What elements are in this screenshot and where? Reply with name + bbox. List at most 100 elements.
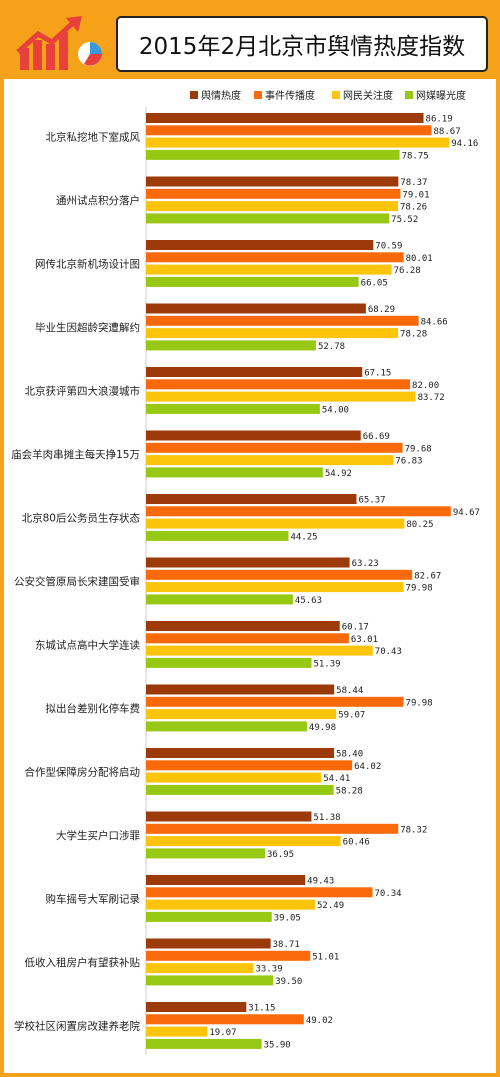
data-label: 79.98 — [406, 584, 433, 594]
category-group: 大学生买户口涉罪 51.38 78.32 60.46 36.95 — [56, 811, 427, 860]
bar — [146, 315, 419, 326]
data-label: 54.92 — [325, 469, 352, 479]
chart-title: 2015年2月北京市舆情热度指数 — [138, 34, 466, 60]
data-label: 78.37 — [400, 178, 427, 188]
bar — [146, 403, 320, 414]
data-label: 79.98 — [406, 698, 433, 708]
legend-label: 事件传播度 — [265, 89, 315, 102]
data-label: 78.28 — [400, 330, 427, 340]
bar — [146, 125, 432, 136]
bar — [146, 899, 316, 910]
title-box: 2015年2月北京市舆情热度指数 — [116, 16, 488, 72]
data-label: 51.39 — [313, 659, 340, 669]
bar — [146, 379, 411, 390]
data-label: 75.52 — [391, 215, 418, 225]
category-label: 公安交管原局长宋建国受审 — [14, 575, 140, 588]
data-label: 70.59 — [375, 242, 402, 252]
chart-groups: 北京私挖地下室成风 86.19 88.67 94.16 78.75 通州试点积分落户 78.… — [11, 113, 480, 1050]
bar — [146, 149, 400, 160]
bar — [146, 506, 451, 517]
data-label: 58.44 — [336, 686, 363, 696]
category-group: 购车摇号大军刷记录 49.43 70.34 52.49 39.05 — [46, 875, 402, 923]
bar — [146, 696, 404, 707]
data-label: 58.28 — [336, 786, 363, 796]
data-label: 52.49 — [317, 901, 344, 911]
data-label: 49.43 — [307, 877, 334, 887]
data-label: 82.67 — [414, 571, 441, 581]
bar — [146, 137, 450, 148]
data-label: 45.63 — [295, 596, 322, 606]
category-group: 北京80后公务员生存状态 65.37 94.67 80.25 44.25 — [22, 494, 480, 542]
legend-swatch — [254, 91, 262, 99]
data-label: 54.00 — [322, 405, 349, 415]
data-label: 78.32 — [400, 825, 427, 835]
data-label: 64.02 — [354, 762, 381, 772]
bar — [146, 442, 403, 453]
data-label: 33.39 — [256, 965, 283, 975]
bar — [146, 569, 413, 580]
data-label: 79.01 — [402, 190, 429, 200]
category-group: 合作型保障房分配将启动 58.40 64.02 54.41 58.28 — [25, 748, 381, 796]
bar — [146, 748, 335, 758]
category-group: 庙会羊肉串摊主每天挣15万 66.69 79.68 76.83 54.92 — [11, 430, 432, 479]
header-banner: 2015年2月北京市舆情热度指数 — [4, 4, 496, 79]
data-label: 76.28 — [394, 266, 421, 276]
category-label: 网传北京新机场设计图 — [35, 257, 140, 270]
category-label: 毕业生因超龄突遭解约 — [35, 321, 140, 334]
bar — [146, 367, 363, 377]
legend-label: 网媒曝光度 — [416, 89, 466, 102]
category-label: 北京获评第四大浪漫城市 — [25, 384, 141, 397]
category-group: 低收入租房户有望获补贴 38.71 51.01 33.39 39.50 — [25, 938, 339, 987]
data-label: 70.34 — [374, 889, 401, 899]
category-group: 学校社区闲置房改建养老院 31.15 49.02 19.07 35.90 — [14, 1002, 333, 1050]
category-label: 北京私挖地下室成风 — [46, 130, 141, 143]
data-label: 51.01 — [312, 952, 339, 962]
category-group: 公安交管原局长宋建国受审 63.23 82.67 79.98 45.63 — [14, 557, 441, 606]
bar — [146, 975, 274, 986]
data-label: 63.23 — [352, 559, 379, 569]
bar — [146, 963, 254, 974]
category-label: 大学生买户口涉罪 — [56, 829, 140, 842]
data-label: 83.72 — [418, 393, 445, 403]
bar — [146, 240, 374, 250]
bar — [146, 252, 404, 263]
category-label: 学校社区闲置房改建养老院 — [14, 1019, 140, 1032]
bar — [146, 594, 293, 605]
bar — [146, 911, 272, 922]
category-group: 毕业生因超龄突遭解约 68.29 84.66 78.28 52.78 — [35, 303, 448, 352]
data-label: 58.40 — [336, 750, 363, 760]
data-label: 65.37 — [358, 496, 385, 506]
bar — [146, 811, 312, 822]
trend-chart-logo-icon — [16, 16, 102, 70]
bar — [146, 1038, 262, 1049]
bar — [146, 303, 366, 314]
bar — [146, 633, 349, 644]
bar — [146, 1014, 304, 1025]
data-label: 36.95 — [267, 850, 294, 860]
legend-swatch — [405, 91, 413, 99]
data-label: 63.01 — [351, 635, 378, 645]
data-label: 51.38 — [313, 813, 340, 823]
category-label: 庙会羊肉串摊主每天挣15万 — [11, 448, 140, 461]
category-label: 拟出台差别化停车费 — [46, 702, 141, 715]
bar — [146, 938, 271, 949]
data-label: 38.71 — [273, 940, 300, 950]
category-label: 通州试点积分落户 — [56, 194, 140, 207]
bar — [146, 684, 335, 695]
bar — [146, 836, 341, 847]
legend-swatch — [332, 91, 340, 99]
data-label: 60.17 — [342, 623, 369, 633]
data-label: 44.25 — [290, 532, 317, 542]
bar — [146, 201, 398, 212]
bar — [146, 657, 312, 668]
category-group: 北京获评第四大浪漫城市 67.15 82.00 83.72 54.00 — [25, 367, 445, 415]
bar — [146, 721, 307, 732]
data-label: 70.43 — [375, 647, 402, 657]
data-label: 79.68 — [405, 444, 432, 454]
data-label: 80.25 — [406, 520, 433, 530]
data-label: 76.83 — [395, 457, 422, 467]
bar — [146, 784, 334, 795]
bar — [146, 1026, 208, 1037]
